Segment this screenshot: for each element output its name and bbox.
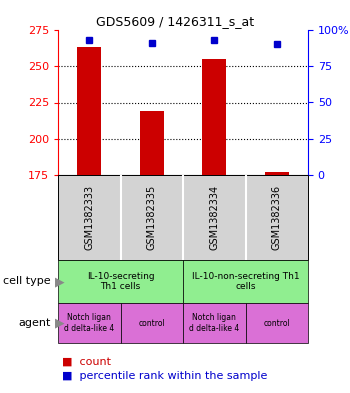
Bar bbox=[202, 59, 226, 175]
Text: ▶: ▶ bbox=[55, 275, 64, 288]
Text: IL-10-secreting
Th1 cells: IL-10-secreting Th1 cells bbox=[87, 272, 154, 291]
Text: ■  count: ■ count bbox=[62, 357, 111, 367]
Bar bbox=[77, 48, 101, 175]
Text: ▶: ▶ bbox=[55, 316, 64, 329]
Bar bbox=[58, 303, 120, 343]
Bar bbox=[120, 303, 183, 343]
Text: GDS5609 / 1426311_s_at: GDS5609 / 1426311_s_at bbox=[96, 15, 254, 28]
Text: GSM1382334: GSM1382334 bbox=[209, 185, 219, 250]
Text: control: control bbox=[263, 318, 290, 327]
Text: IL-10-non-secreting Th1
cells: IL-10-non-secreting Th1 cells bbox=[192, 272, 299, 291]
Text: GSM1382336: GSM1382336 bbox=[272, 185, 282, 250]
Bar bbox=[245, 303, 308, 343]
Bar bbox=[140, 111, 164, 175]
Text: GSM1382333: GSM1382333 bbox=[84, 185, 94, 250]
Text: ■  percentile rank within the sample: ■ percentile rank within the sample bbox=[62, 371, 267, 380]
Bar bbox=[265, 172, 289, 175]
Text: cell type: cell type bbox=[4, 277, 51, 286]
Bar bbox=[183, 260, 308, 303]
Bar bbox=[183, 303, 245, 343]
Text: agent: agent bbox=[19, 318, 51, 328]
Bar bbox=[58, 260, 183, 303]
Text: Notch ligan
d delta-like 4: Notch ligan d delta-like 4 bbox=[64, 313, 114, 333]
Text: control: control bbox=[138, 318, 165, 327]
Text: Notch ligan
d delta-like 4: Notch ligan d delta-like 4 bbox=[189, 313, 239, 333]
Text: GSM1382335: GSM1382335 bbox=[147, 185, 157, 250]
